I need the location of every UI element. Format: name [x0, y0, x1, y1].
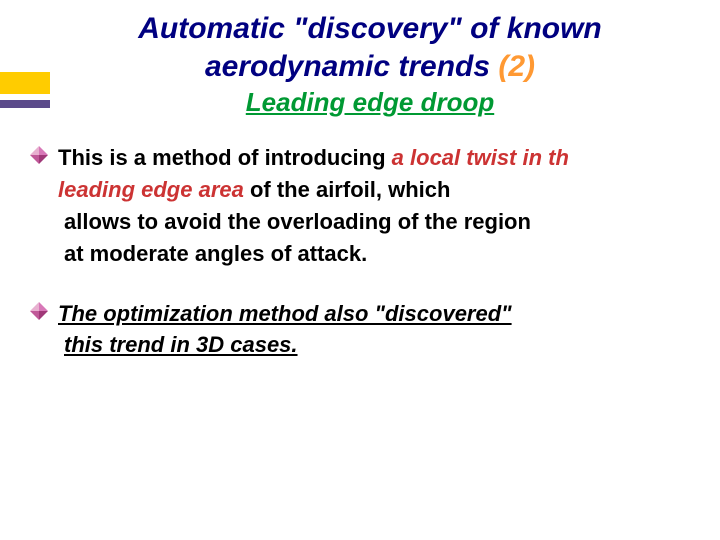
bullet-text: This is a method of introducing a local …	[58, 142, 569, 270]
title-number: (2)	[498, 50, 535, 83]
text-underlined: The optimization method also "discovered…	[58, 301, 512, 326]
title-block: Automatic "discovery" of known aerodynam…	[0, 0, 720, 118]
content-area: This is a method of introducing a local …	[0, 118, 720, 361]
title-line2a: aerodynamic trends	[205, 50, 498, 83]
text-part: at moderate angles of attack.	[58, 238, 569, 270]
bullet-item: The optimization method also "discovered…	[30, 298, 700, 362]
slide-subtitle: Leading edge droop	[60, 87, 680, 118]
title-line1: Automatic "discovery" of known	[138, 12, 602, 45]
text-part: of the airfoil, which	[250, 177, 450, 202]
bullet-item: This is a method of introducing a local …	[30, 142, 700, 270]
text-part: allows to avoid the overloading of the r…	[58, 206, 569, 238]
text-part: This is a method of introducing	[58, 145, 392, 170]
text-highlight: leading edge area	[58, 177, 250, 202]
text-highlight: a local twist in th	[392, 145, 569, 170]
bullet-text: The optimization method also "discovered…	[58, 298, 512, 362]
text-underlined: this trend in 3D cases.	[64, 332, 298, 357]
slide-title: Automatic "discovery" of known aerodynam…	[60, 10, 680, 85]
diamond-bullet-icon	[30, 146, 48, 164]
diamond-bullet-icon	[30, 302, 48, 320]
